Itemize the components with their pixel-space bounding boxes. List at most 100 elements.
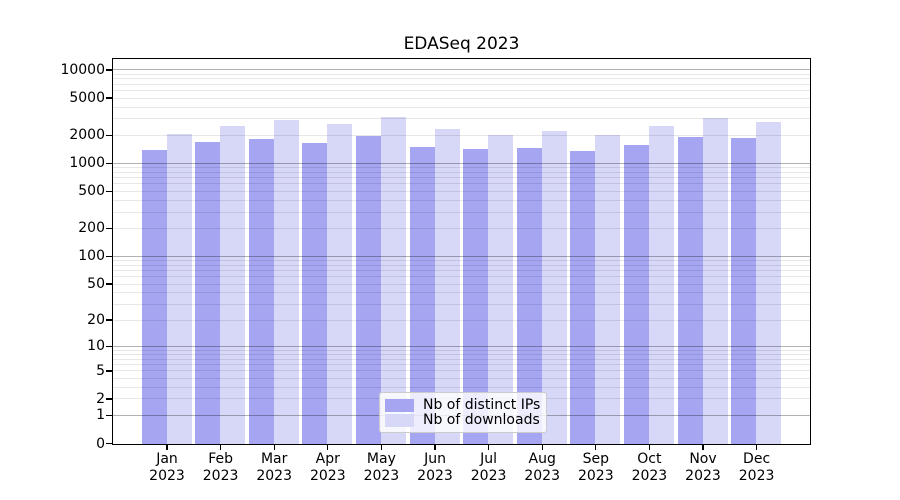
y-tick-label: 5000 bbox=[69, 90, 105, 106]
gridline-minor bbox=[112, 78, 810, 80]
bar-downloads bbox=[434, 129, 460, 444]
gridline-minor bbox=[112, 370, 810, 372]
gridline-minor bbox=[112, 292, 810, 294]
x-tick-label: Jan 2023 bbox=[149, 451, 185, 484]
x-tick-mark bbox=[380, 444, 383, 450]
legend-item-distinct-ips: Nb of distinct IPs bbox=[385, 397, 541, 413]
gridline-minor bbox=[112, 303, 810, 305]
y-tick-label: 10000 bbox=[60, 61, 105, 78]
gridline-minor bbox=[112, 171, 810, 173]
gridline-major bbox=[112, 69, 810, 71]
x-tick-label: Oct 2023 bbox=[631, 451, 668, 484]
gridline-minor bbox=[112, 97, 810, 99]
bar-distinct-ips bbox=[677, 137, 703, 444]
gridline-minor bbox=[112, 364, 810, 366]
legend-swatch-distinct-ips bbox=[385, 399, 414, 412]
gridline-minor bbox=[112, 270, 810, 272]
y-tick-label: 2000 bbox=[69, 127, 105, 144]
gridline-minor bbox=[112, 118, 810, 120]
legend-swatch-downloads bbox=[385, 414, 414, 427]
bar-downloads bbox=[166, 133, 192, 444]
bar-distinct-ips bbox=[570, 151, 596, 444]
bar-downloads bbox=[541, 130, 567, 444]
y-tick-mark bbox=[106, 414, 112, 417]
gridline-minor bbox=[112, 353, 810, 355]
y-tick-label: 10 bbox=[87, 338, 105, 355]
gridline-minor bbox=[112, 177, 810, 179]
y-tick-label: 100 bbox=[78, 248, 105, 265]
y-tick-label: 50 bbox=[87, 276, 105, 292]
bar-distinct-ips bbox=[623, 144, 649, 444]
gridline-minor bbox=[112, 264, 810, 266]
gridline-minor bbox=[112, 386, 810, 388]
y-tick-mark bbox=[106, 255, 112, 257]
bar-downloads bbox=[327, 124, 353, 444]
x-tick-mark bbox=[648, 444, 651, 450]
bar-distinct-ips bbox=[302, 142, 328, 444]
x-tick-label: Sep 2023 bbox=[577, 451, 614, 484]
x-tick-label: Jun 2023 bbox=[417, 451, 453, 484]
grid-layer bbox=[112, 59, 810, 445]
gridline-minor bbox=[112, 349, 810, 351]
gridline-minor bbox=[112, 227, 810, 229]
y-tick-label: 200 bbox=[78, 220, 105, 237]
y-tick-label: 20 bbox=[87, 312, 105, 328]
y-tick-mark bbox=[106, 283, 112, 285]
x-tick-mark bbox=[273, 444, 275, 450]
y-tick-label: 0 bbox=[96, 435, 105, 452]
legend-label-downloads: Nb of downloads bbox=[423, 412, 540, 428]
gridline-major bbox=[112, 255, 810, 257]
bar-downloads bbox=[648, 126, 674, 444]
y-tick-label: 2 bbox=[96, 390, 105, 407]
gridline-minor bbox=[112, 90, 810, 92]
gridline-minor bbox=[112, 358, 810, 360]
y-tick-mark bbox=[106, 190, 112, 193]
legend-label-distinct-ips: Nb of distinct IPs bbox=[423, 397, 541, 413]
bar-downloads bbox=[273, 120, 299, 444]
gridline-minor bbox=[112, 106, 810, 108]
bar-downloads bbox=[380, 117, 406, 444]
gridline-minor bbox=[112, 283, 810, 285]
gridline-minor bbox=[112, 377, 810, 379]
bar-downloads bbox=[220, 126, 246, 444]
x-tick-mark bbox=[220, 444, 222, 450]
chart-title: EDASeq 2023 bbox=[403, 34, 520, 54]
x-tick-mark bbox=[541, 444, 543, 450]
y-tick-mark bbox=[106, 69, 112, 71]
y-tick-label: 1000 bbox=[69, 155, 105, 172]
bar-distinct-ips bbox=[195, 142, 221, 444]
bar-distinct-ips bbox=[355, 136, 381, 444]
x-tick-mark bbox=[488, 444, 490, 450]
x-tick-label: Nov 2023 bbox=[685, 451, 721, 484]
gridline-major bbox=[112, 162, 810, 164]
x-tick-label: Jul 2023 bbox=[470, 451, 507, 484]
gridline-minor bbox=[112, 276, 810, 278]
y-tick-label: 5 bbox=[96, 362, 105, 379]
x-tick-label: Aug 2023 bbox=[524, 451, 560, 484]
gridline-minor bbox=[112, 319, 810, 321]
gridline-minor bbox=[112, 260, 810, 262]
x-tick-mark bbox=[434, 444, 436, 450]
x-tick-mark bbox=[166, 444, 168, 450]
gridline-minor bbox=[112, 83, 810, 85]
x-tick-mark bbox=[756, 444, 758, 450]
x-tick-mark bbox=[327, 444, 329, 450]
y-tick-mark bbox=[106, 345, 112, 347]
gridline-minor bbox=[112, 73, 810, 75]
y-tick-mark bbox=[106, 442, 112, 445]
y-tick-mark bbox=[106, 398, 112, 400]
bar-downloads bbox=[595, 135, 621, 444]
plot-area bbox=[111, 57, 811, 445]
legend-item-downloads: Nb of downloads bbox=[385, 412, 540, 428]
y-tick-label: 1 bbox=[96, 407, 105, 424]
gridline-minor bbox=[112, 167, 810, 169]
x-tick-mark bbox=[702, 444, 704, 450]
bar-downloads bbox=[702, 117, 728, 444]
x-tick-label: Feb 2023 bbox=[202, 451, 239, 484]
bar-distinct-ips bbox=[731, 138, 757, 444]
y-tick-mark bbox=[106, 319, 112, 321]
gridline-major bbox=[112, 345, 810, 347]
y-tick-mark bbox=[106, 97, 112, 99]
bar-distinct-ips bbox=[141, 149, 167, 444]
